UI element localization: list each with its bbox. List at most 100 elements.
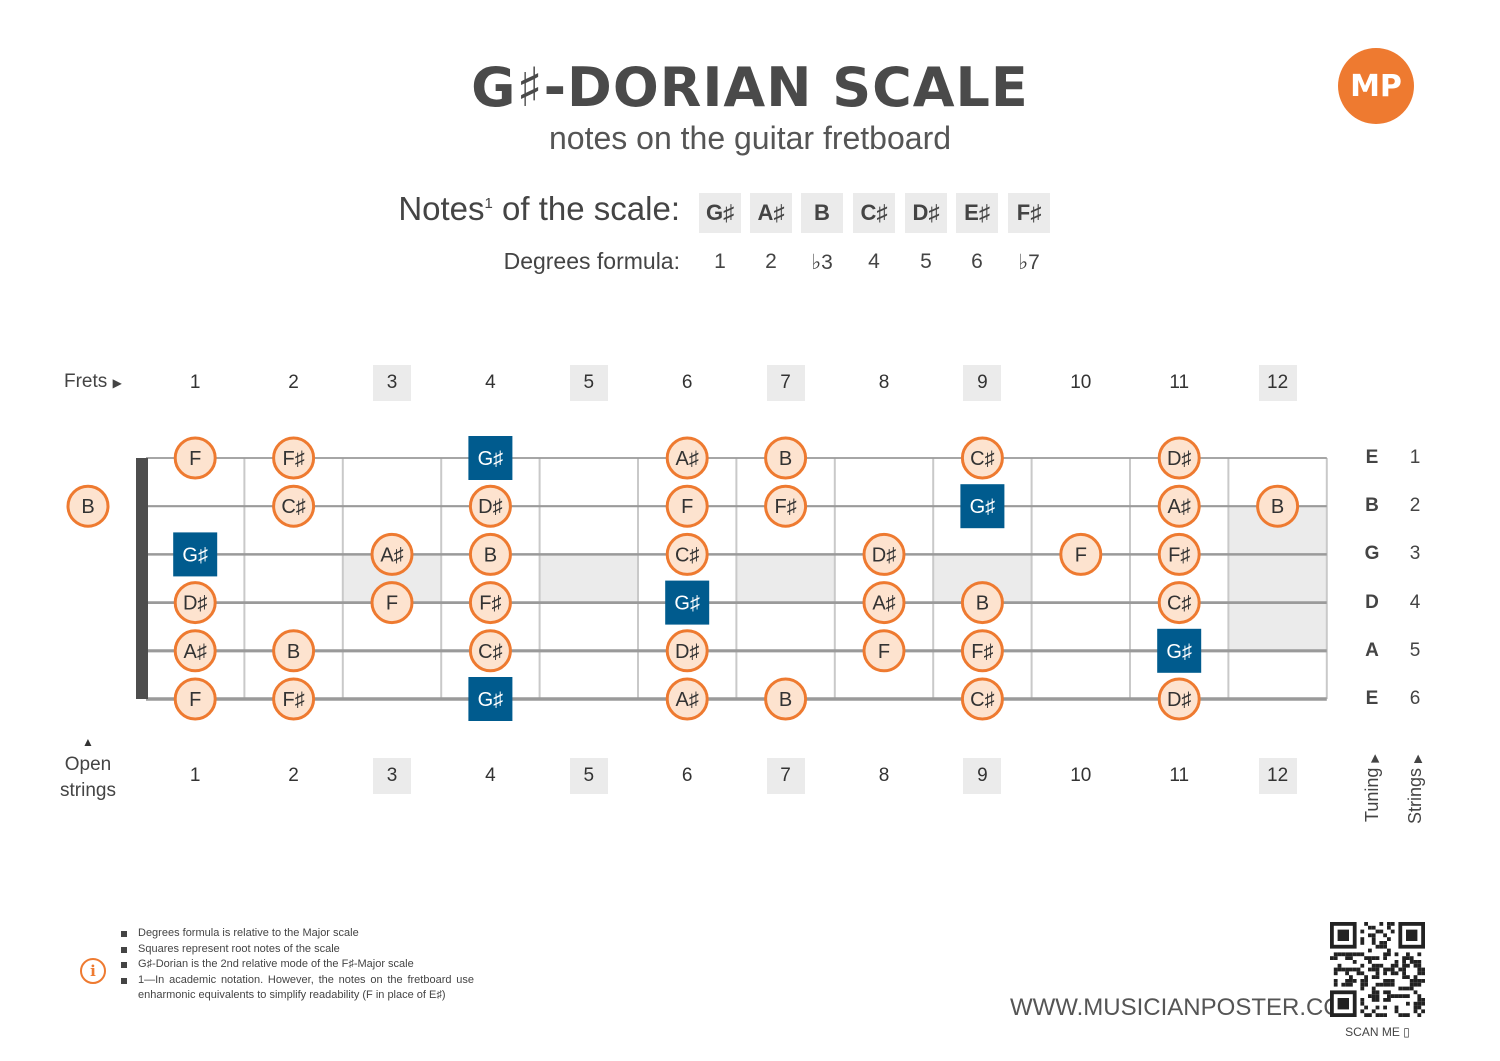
arrow-right-icon: ▶ [1369, 754, 1381, 763]
note-circle [66, 484, 110, 528]
note-label: G♯ [970, 496, 996, 518]
info-icon: i [80, 958, 106, 984]
scale-note-box: B [801, 193, 843, 233]
fret-number-top: 2 [288, 372, 299, 393]
scale-degree: 6 [971, 250, 983, 273]
scale-degree: ♭7 [1018, 251, 1040, 274]
fret-number-bottom: 7 [766, 758, 805, 794]
string-number: 5 [1409, 639, 1421, 661]
fret-number-top: 11 [1169, 372, 1190, 393]
string-tuning: D [1365, 591, 1379, 613]
fret-number-top: 6 [681, 372, 693, 393]
fret-number-bottom: 9 [963, 758, 1002, 794]
page-title: G♯-DORIAN SCALE [471, 56, 1029, 119]
footnote-item: G♯-Dorian is the 2nd relative mode of th… [121, 957, 474, 973]
note-label: D♯ [1167, 448, 1191, 470]
note-circle [1059, 532, 1103, 576]
footnote-item: Degrees formula is relative to the Major… [121, 926, 474, 942]
note-label: G♯ [674, 593, 700, 615]
fret-number-top: 10 [1070, 372, 1092, 393]
note-label: C♯ [1167, 593, 1191, 615]
note-label: G♯ [478, 689, 504, 711]
fret-number-bottom: 4 [485, 765, 496, 786]
scale-degree: 2 [765, 250, 777, 273]
note-label: B [779, 689, 792, 711]
note-circle [862, 532, 906, 576]
fret-number-top: 5 [569, 365, 608, 401]
fret-inlay-marker [1228, 506, 1327, 651]
note-label: G♯ [478, 448, 504, 470]
fret-number-top: 4 [485, 372, 496, 393]
note-label: D♯ [675, 641, 699, 663]
note-label: D♯ [1167, 689, 1191, 711]
root-note-square [468, 677, 513, 721]
fret-number-top: 8 [878, 372, 890, 393]
arrow-right-icon: ▶ [112, 376, 122, 390]
string-tuning: B [1365, 495, 1379, 517]
fret-inlay-marker [736, 554, 835, 603]
frets-label-text: Frets [64, 371, 108, 392]
note-label: F [189, 448, 201, 470]
fret-number-bottom: 3 [373, 758, 411, 794]
note-circle [370, 532, 414, 576]
notes-label-text: Notes [398, 190, 485, 227]
note-label: F [386, 593, 398, 615]
fret-inlay-marker [539, 554, 638, 603]
fret-number-bottom: 6 [681, 765, 693, 786]
note-label: D♯ [478, 496, 502, 518]
string-tuning: A [1365, 639, 1379, 661]
note-label: F♯ [282, 448, 304, 470]
note-label: F [1075, 544, 1087, 566]
note-label: C♯ [675, 544, 699, 566]
note-label: D♯ [872, 544, 896, 566]
note-label: F♯ [971, 641, 993, 663]
fret-number-top: 12 [1258, 365, 1297, 401]
qr-code-icon[interactable] [1330, 922, 1425, 1017]
note-circle [370, 581, 414, 625]
nut [136, 458, 148, 699]
fret-number-bottom: 2 [288, 765, 299, 786]
note-label: B [976, 593, 989, 615]
degrees-label: Degrees formula: [503, 248, 680, 274]
note-circle [960, 581, 1004, 625]
root-note-square [468, 436, 513, 480]
note-label: G♯ [1166, 641, 1192, 663]
note-circle [173, 581, 217, 625]
open-strings-label: Open strings [48, 752, 128, 804]
note-label: B [81, 496, 94, 518]
website-link[interactable]: WWW.MUSICIANPOSTER.COM [1010, 994, 1362, 1021]
note-circle [1157, 581, 1201, 625]
note-circle [764, 436, 808, 480]
note-label: A♯ [1168, 496, 1191, 518]
note-label: A♯ [872, 593, 895, 615]
note-circle [1256, 484, 1300, 528]
note-label: A♯ [676, 689, 699, 711]
note-label: G♯ [182, 544, 208, 566]
note-label: B [779, 448, 792, 470]
arrow-right-icon: ▶ [1412, 754, 1424, 763]
note-circle [764, 484, 808, 528]
note-circle [665, 677, 709, 721]
fret-number-bottom: 8 [878, 765, 890, 786]
note-circle [862, 581, 906, 625]
strings-axis-label: Strings ▶ [1405, 754, 1426, 824]
fret-number-bottom: 12 [1258, 758, 1297, 794]
string-number: 1 [1409, 447, 1421, 468]
note-label: F [189, 689, 201, 711]
note-label: A♯ [380, 544, 403, 566]
scan-me-label: SCAN ME ▯ [1330, 1025, 1425, 1039]
string-tuning: G [1364, 543, 1380, 565]
note-label: C♯ [970, 448, 994, 470]
frets-label: Frets ▶ [64, 371, 122, 393]
note-label: F♯ [1168, 544, 1190, 566]
footnote-item: 1—In academic notation. However, the not… [121, 973, 474, 1004]
note-label: F [878, 641, 890, 663]
note-circle [1157, 532, 1201, 576]
fret-number-top: 7 [766, 365, 805, 401]
page-subtitle: notes on the guitar fretboard [548, 120, 952, 156]
open-label-line1: Open [64, 754, 112, 775]
scale-note-box: C♯ [853, 193, 895, 233]
scale-note-box: G♯ [699, 193, 741, 233]
fret-number-bottom: 5 [569, 758, 608, 794]
tuning-axis-label: Tuning ▶ [1362, 754, 1383, 822]
